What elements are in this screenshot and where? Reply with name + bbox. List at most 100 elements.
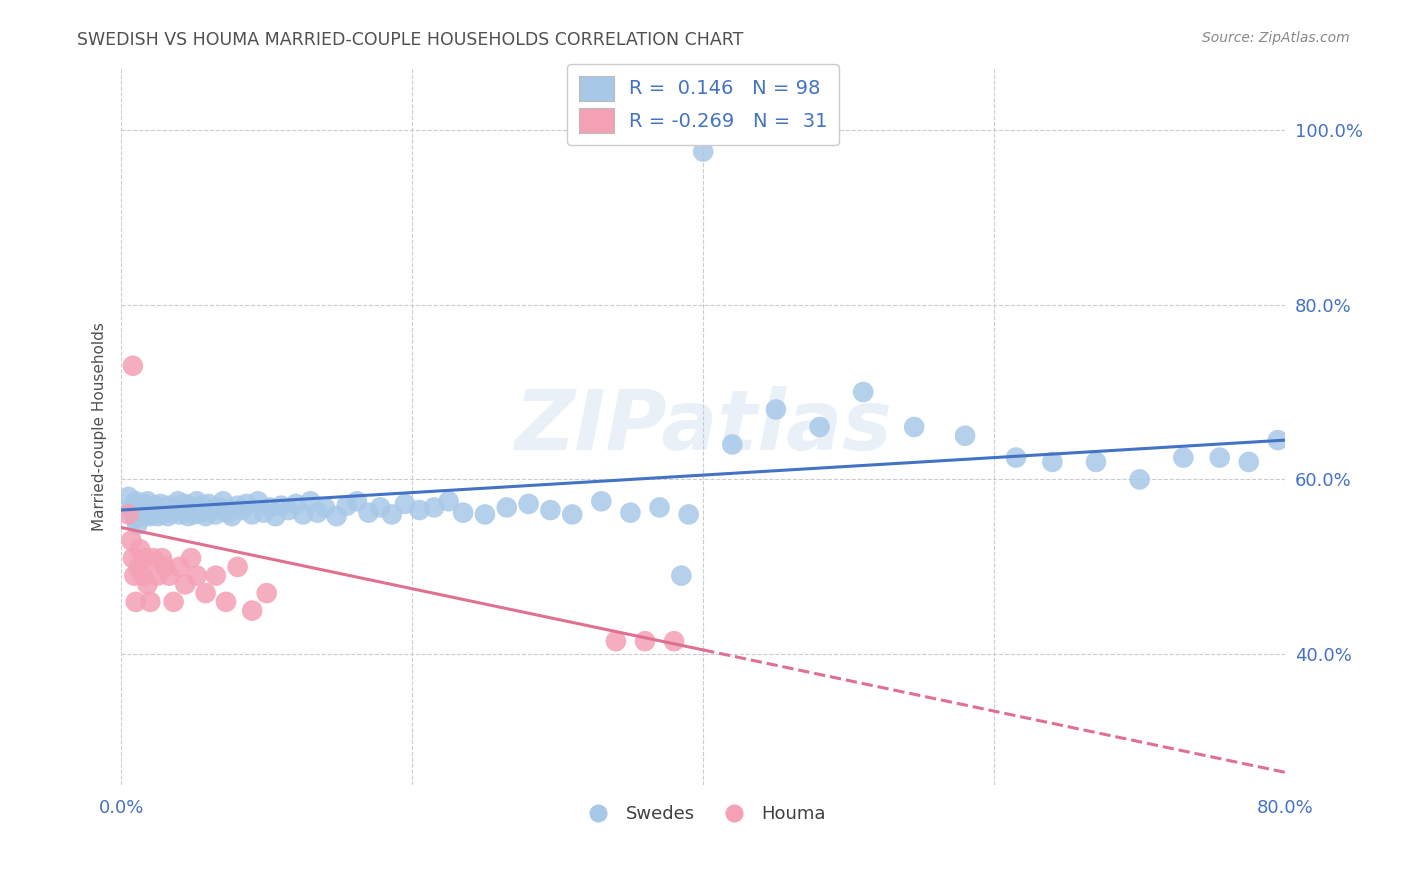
Point (117, 490, 139, 504)
Point (619, 506, 641, 520)
Point (209, 500, 232, 515)
Point (128, 560, 150, 574)
Point (157, 499, 180, 513)
Point (284, 497, 307, 511)
Point (191, 499, 214, 513)
Point (117, 508, 139, 522)
Point (662, 634, 685, 648)
Point (381, 508, 404, 522)
Point (174, 577, 197, 591)
Point (1085, 455, 1108, 469)
Point (194, 586, 217, 600)
Point (186, 494, 208, 508)
Point (903, 420, 925, 434)
Point (177, 509, 200, 524)
Point (474, 508, 496, 522)
Point (134, 551, 156, 566)
Point (157, 568, 180, 582)
Point (215, 595, 238, 609)
Point (451, 506, 474, 520)
Point (423, 500, 446, 515)
Point (188, 506, 211, 520)
Point (183, 508, 205, 522)
Point (125, 494, 148, 508)
Point (368, 500, 391, 515)
Point (156, 509, 179, 524)
Point (129, 542, 152, 557)
Point (148, 500, 170, 515)
Point (143, 499, 166, 513)
Point (953, 428, 976, 442)
Point (132, 497, 155, 511)
Point (146, 568, 169, 582)
Point (1208, 450, 1230, 465)
Point (1237, 455, 1260, 469)
Point (153, 560, 176, 574)
Text: ZIPatlas: ZIPatlas (515, 386, 893, 467)
Point (408, 503, 430, 517)
Point (120, 503, 142, 517)
Point (167, 494, 190, 508)
Point (495, 500, 517, 515)
Point (240, 508, 263, 522)
Point (292, 508, 315, 522)
Point (125, 595, 148, 609)
Point (146, 509, 169, 524)
Point (194, 509, 217, 524)
Point (131, 503, 153, 517)
Point (1040, 455, 1063, 469)
Point (692, 145, 714, 159)
Point (153, 503, 176, 517)
Point (141, 503, 163, 517)
Point (134, 509, 156, 524)
Point (139, 509, 162, 524)
Point (217, 506, 239, 520)
Point (124, 568, 146, 582)
Point (160, 506, 183, 520)
Point (538, 503, 561, 517)
Point (721, 437, 744, 451)
Point (120, 533, 142, 548)
Point (226, 499, 249, 513)
Point (1129, 472, 1152, 486)
Point (128, 499, 150, 513)
Point (270, 499, 292, 513)
Point (127, 517, 149, 532)
Point (150, 551, 173, 566)
Text: SWEDISH VS HOUMA MARRIED-COUPLE HOUSEHOLDS CORRELATION CHART: SWEDISH VS HOUMA MARRIED-COUPLE HOUSEHOL… (77, 31, 744, 49)
Point (221, 509, 243, 524)
Point (591, 494, 613, 508)
Point (121, 359, 143, 373)
Y-axis label: Married-couple Households: Married-couple Households (93, 323, 107, 532)
Point (125, 512, 148, 526)
Point (132, 568, 155, 582)
Point (1005, 450, 1028, 465)
Point (180, 500, 202, 515)
Point (605, 634, 627, 648)
Point (517, 497, 540, 511)
Point (264, 509, 287, 524)
Point (129, 509, 152, 524)
Point (259, 500, 281, 515)
Point (136, 577, 159, 591)
Legend: Swedes, Houma: Swedes, Houma (574, 797, 834, 830)
Point (277, 503, 299, 517)
Point (169, 560, 191, 574)
Point (174, 497, 197, 511)
Point (136, 494, 159, 508)
Point (253, 506, 276, 520)
Point (204, 568, 226, 582)
Point (307, 506, 329, 520)
Point (124, 508, 146, 522)
Point (240, 604, 263, 618)
Point (357, 506, 380, 520)
Point (165, 500, 187, 515)
Point (437, 494, 460, 508)
Point (142, 506, 165, 520)
Point (256, 586, 278, 600)
Point (1173, 450, 1195, 465)
Point (808, 420, 831, 434)
Point (671, 568, 693, 582)
Point (394, 497, 416, 511)
Point (852, 384, 875, 399)
